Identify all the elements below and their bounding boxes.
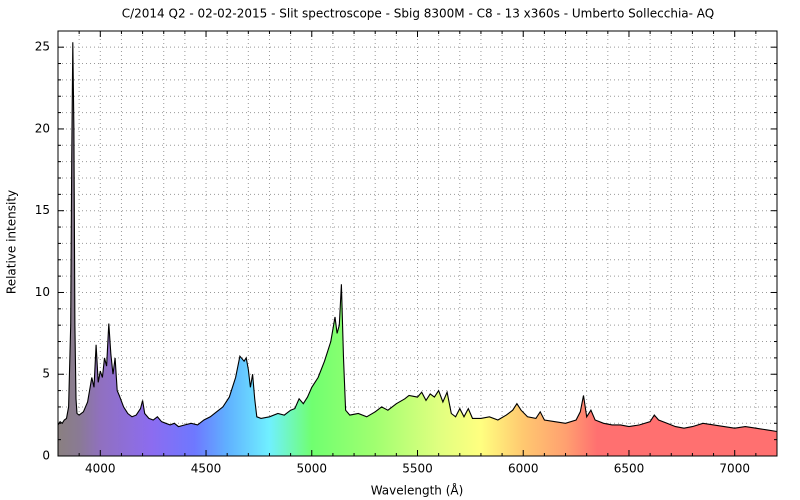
y-tick-label: 25: [35, 40, 50, 54]
x-tick-label: 4000: [85, 462, 116, 476]
x-tick-label: 7000: [719, 462, 750, 476]
x-tick-label: 5500: [402, 462, 433, 476]
x-tick-label: 5000: [296, 462, 327, 476]
y-tick-label: 10: [35, 285, 50, 299]
spectrum-line: [57, 42, 778, 433]
y-tick-label: 20: [35, 121, 50, 135]
area-fill: [58, 42, 777, 457]
y-tick-label: 15: [35, 203, 50, 217]
chart-title: C/2014 Q2 - 02-02-2015 - Slit spectrosco…: [122, 7, 715, 21]
x-tick-label: 4500: [191, 462, 222, 476]
y-tick-label: 5: [42, 367, 50, 381]
x-tick-label: 6500: [614, 462, 645, 476]
y-tick-label: 0: [42, 449, 50, 463]
x-tick-label: 6000: [508, 462, 539, 476]
x-axis-label: Wavelength (Å): [371, 483, 464, 498]
y-axis-label: Relative intensity: [5, 190, 19, 294]
